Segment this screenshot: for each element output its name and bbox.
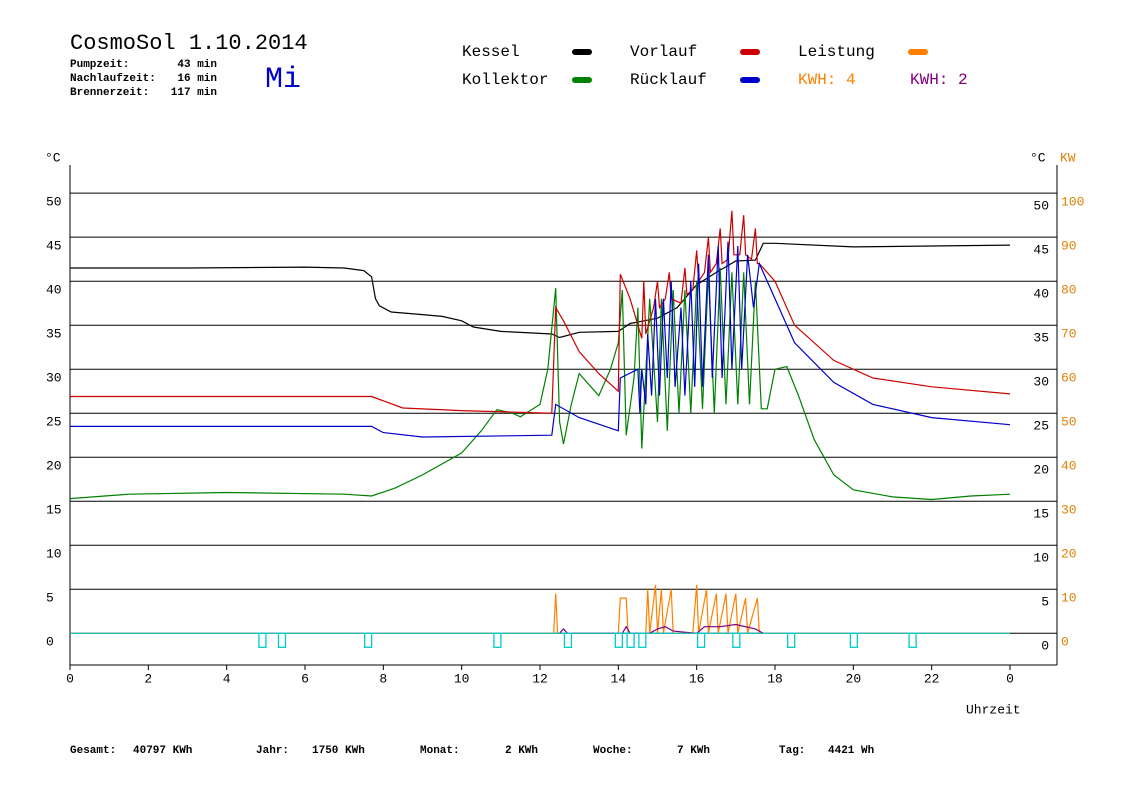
stat-value: 117 min	[171, 87, 217, 99]
y2-tick-label: 50	[1061, 415, 1077, 430]
x-tick-label: 20	[846, 671, 862, 686]
footer-label: Jahr:	[256, 745, 289, 757]
y2-tick-label: 10	[1061, 591, 1077, 606]
legend-label: Rücklauf	[630, 71, 707, 89]
event-marker	[258, 632, 267, 648]
x-tick-label: 0	[1006, 671, 1014, 686]
y-tick-label: 35	[46, 327, 62, 342]
y2-unit-label: °C	[1030, 150, 1046, 165]
event-marker	[626, 632, 635, 648]
x-tick-label: 0	[66, 671, 74, 686]
y2-tick-label: 30	[1061, 503, 1077, 518]
y-tick-label: 50	[46, 195, 62, 210]
y-tick-label: 30	[46, 371, 62, 386]
stat-label: Pumpzeit:	[70, 59, 129, 71]
y-tick-label-right: 50	[1033, 199, 1049, 214]
x-tick-label: 22	[924, 671, 940, 686]
y-tick-label-right: 35	[1033, 331, 1049, 346]
y2-tick-label: 0	[1061, 635, 1069, 650]
footer-label: Monat:	[420, 745, 460, 757]
y-tick-label-right: 10	[1033, 551, 1049, 566]
event-marker	[563, 632, 573, 648]
y2-tick-label: 20	[1061, 547, 1077, 562]
y2-tick-label: 40	[1061, 459, 1077, 474]
x-tick-label: 6	[301, 671, 309, 686]
y-tick-label-right: 0	[1041, 639, 1049, 654]
event-marker	[364, 632, 373, 648]
series-line	[70, 584, 1010, 634]
footer-value: 40797 KWh	[133, 745, 192, 757]
y-tick-label: 15	[46, 503, 62, 518]
y2-tick-label: 70	[1061, 327, 1077, 342]
weekday: Mi	[265, 63, 301, 97]
y2-axis-label: KW	[1060, 150, 1076, 165]
x-tick-label: 16	[689, 671, 705, 686]
y-tick-label-right: 25	[1033, 419, 1049, 434]
y2-tick-label: 90	[1061, 239, 1077, 254]
event-marker	[638, 632, 647, 648]
y2-tick-label: 80	[1061, 283, 1077, 298]
y-tick-label: 0	[46, 635, 54, 650]
x-tick-label: 12	[532, 671, 548, 686]
footer-value: 2 KWh	[505, 745, 538, 757]
legend-label: Leistung	[798, 43, 875, 61]
y-tick-label-right: 40	[1033, 287, 1049, 302]
y-tick-label: 20	[46, 459, 62, 474]
event-marker	[696, 632, 706, 648]
event-marker	[277, 632, 287, 648]
event-marker	[732, 632, 741, 648]
y-tick-label: 25	[46, 415, 62, 430]
y-tick-label-right: 20	[1033, 463, 1049, 478]
footer-value: 7 KWh	[677, 745, 710, 757]
y-axis-label: °C	[45, 150, 61, 165]
y2-tick-label: 60	[1061, 371, 1077, 386]
y-tick-label-right: 45	[1033, 243, 1049, 258]
x-tick-label: 18	[767, 671, 783, 686]
stat-value: 16 min	[177, 73, 217, 85]
x-tick-label: 2	[144, 671, 152, 686]
legend-label: Vorlauf	[630, 43, 697, 61]
event-marker	[787, 632, 796, 648]
x-tick-label: 4	[223, 671, 231, 686]
y-tick-label: 5	[46, 591, 54, 606]
chart-title: CosmoSol 1.10.2014	[70, 31, 308, 56]
y-tick-label-right: 30	[1033, 375, 1049, 390]
event-marker	[493, 632, 502, 648]
y-tick-label-right: 5	[1041, 595, 1049, 610]
stat-value: 43 min	[177, 59, 217, 71]
legend-label: Kollektor	[462, 71, 548, 89]
footer-value: 1750 KWh	[312, 745, 365, 757]
legend-label: Kessel	[462, 43, 520, 61]
footer-label: Tag:	[779, 745, 805, 757]
legend-label: KWH: 2	[910, 71, 968, 89]
x-tick-label: 10	[454, 671, 470, 686]
series-line	[70, 210, 1011, 414]
y-tick-label: 10	[46, 547, 62, 562]
event-marker	[614, 632, 623, 648]
series-line	[70, 242, 1011, 339]
y-tick-label-right: 15	[1033, 507, 1049, 522]
y2-tick-label: 100	[1061, 195, 1084, 210]
stat-label: Brennerzeit:	[70, 87, 149, 99]
stat-label: Nachlaufzeit:	[70, 73, 156, 85]
footer-label: Gesamt:	[70, 745, 116, 757]
y-tick-label: 45	[46, 239, 62, 254]
kwh-total: KWH: 4	[798, 71, 856, 89]
series-line	[69, 267, 1011, 501]
event-marker	[849, 632, 858, 648]
x-tick-label: 14	[611, 671, 627, 686]
y-tick-label: 40	[46, 283, 62, 298]
event-marker	[908, 632, 917, 648]
x-axis-label: Uhrzeit	[966, 702, 1021, 717]
footer-label: Woche:	[593, 745, 633, 757]
x-tick-label: 8	[379, 671, 387, 686]
series-line	[559, 623, 764, 634]
footer-value: 4421 Wh	[828, 745, 874, 757]
series-line	[70, 241, 1011, 438]
